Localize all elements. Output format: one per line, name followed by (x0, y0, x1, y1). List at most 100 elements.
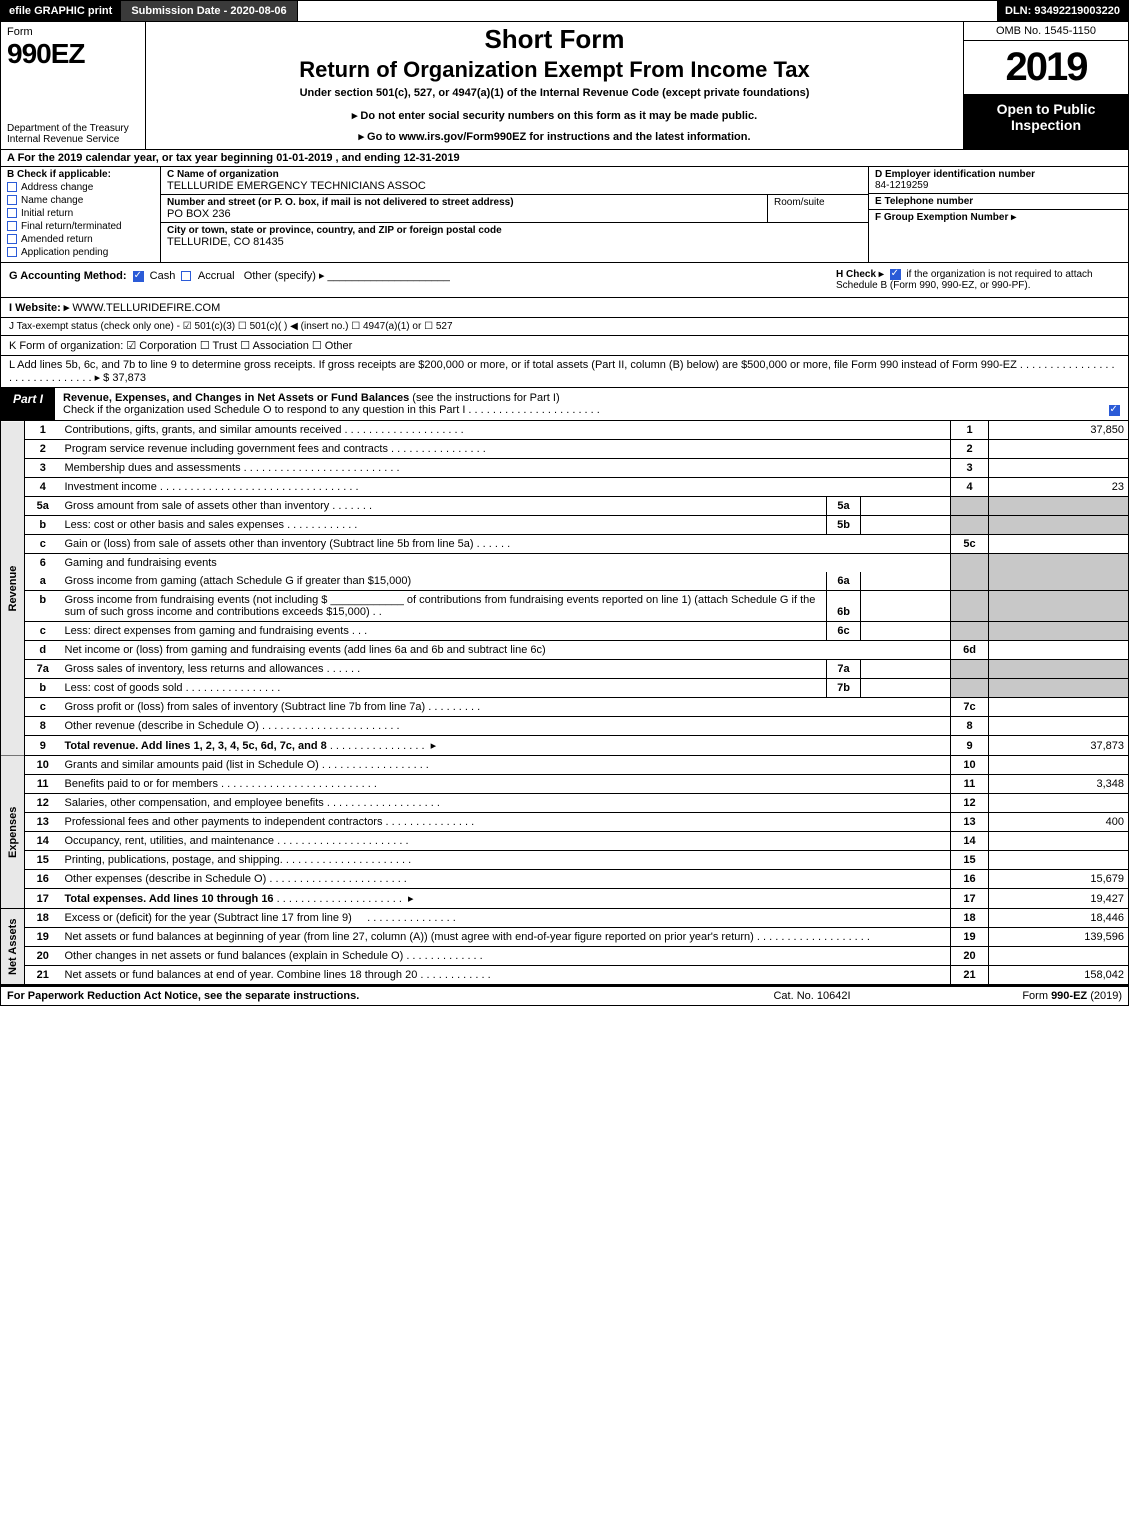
h-label: H Check ▸ (836, 269, 884, 280)
line-21: 21 Net assets or fund balances at end of… (1, 966, 1129, 985)
line-8: 8 Other revenue (describe in Schedule O)… (1, 717, 1129, 736)
line-5b: b Less: cost or other basis and sales ex… (1, 516, 1129, 535)
checkbox-icon (7, 195, 17, 205)
chk-name-change[interactable]: Name change (7, 195, 154, 206)
checkbox-icon[interactable] (181, 271, 191, 281)
checkbox-icon (7, 234, 17, 244)
part-1-checkbox[interactable] (1100, 388, 1128, 420)
footer-form-post: (2019) (1090, 990, 1122, 1002)
line-19: 19 Net assets or fund balances at beginn… (1, 928, 1129, 947)
revenue-side-label: Revenue (1, 421, 25, 756)
ein-value: 84-1219259 (875, 180, 1122, 191)
chk-amended-return[interactable]: Amended return (7, 234, 154, 245)
dln-value: 93492219003220 (1034, 5, 1120, 17)
part-1-subtitle: Check if the organization used Schedule … (63, 404, 1092, 416)
line-1: Revenue 1 Contributions, gifts, grants, … (1, 421, 1129, 440)
line-7c: c Gross profit or (loss) from sales of i… (1, 698, 1129, 717)
dept-irs: Internal Revenue Service (7, 134, 139, 145)
line-6d: d Net income or (loss) from gaming and f… (1, 641, 1129, 660)
print-label[interactable]: print (88, 5, 112, 17)
org-name-label: C Name of organization (167, 169, 862, 180)
part-1-title: Revenue, Expenses, and Changes in Net As… (55, 388, 1100, 420)
row-k-form-of-org: K Form of organization: ☑ Corporation ☐ … (0, 336, 1129, 356)
line-9: 9 Total revenue. Add lines 1, 2, 3, 4, 5… (1, 736, 1129, 756)
part-1-tab: Part I (1, 388, 55, 420)
goto-pre: ▸ Go to (358, 131, 398, 143)
line-6a: a Gross income from gaming (attach Sched… (1, 572, 1129, 591)
line-17: 17 Total expenses. Add lines 10 through … (1, 889, 1129, 909)
website-link[interactable]: WWW.TELLURIDEFIRE.COM (72, 302, 220, 314)
short-form-title: Short Form (152, 24, 957, 55)
page-footer: For Paperwork Reduction Act Notice, see … (0, 985, 1129, 1006)
accounting-method: G Accounting Method: Cash Accrual Other … (1, 263, 828, 297)
org-name-value: TELLLURIDE EMERGENCY TECHNICIANS ASSOC (167, 180, 862, 192)
row-l-amount: 37,873 (112, 372, 146, 384)
line-4: 4 Investment income . . . . . . . . . . … (1, 478, 1129, 497)
line-14: 14 Occupancy, rent, utilities, and maint… (1, 832, 1129, 851)
line-6c: c Less: direct expenses from gaming and … (1, 622, 1129, 641)
row-l-text: L Add lines 5b, 6c, and 7b to line 9 to … (9, 359, 1115, 384)
g-label: G Accounting Method: (9, 270, 127, 282)
do-not-enter-text: ▸ Do not enter social security numbers o… (152, 109, 957, 122)
line-3: 3 Membership dues and assessments . . . … (1, 459, 1129, 478)
return-title: Return of Organization Exempt From Incom… (152, 57, 957, 83)
line-16: 16 Other expenses (describe in Schedule … (1, 870, 1129, 889)
street-label: Number and street (or P. O. box, if mail… (167, 197, 761, 208)
paperwork-notice: For Paperwork Reduction Act Notice, see … (7, 990, 702, 1002)
chk-initial-return[interactable]: Initial return (7, 208, 154, 219)
col-b-header: B Check if applicable: (7, 169, 154, 180)
checkbox-checked-icon[interactable] (133, 271, 144, 282)
checkbox-icon (7, 182, 17, 192)
city-value: TELLURIDE, CO 81435 (167, 236, 862, 248)
checkbox-icon (7, 221, 17, 231)
chk-final-return[interactable]: Final return/terminated (7, 221, 154, 232)
efile-label: efile GRAPHIC (9, 5, 85, 17)
line-15: 15 Printing, publications, postage, and … (1, 851, 1129, 870)
top-bar: efile GRAPHIC print Submission Date - 20… (0, 0, 1129, 22)
city-label: City or town, state or province, country… (167, 225, 862, 236)
checkbox-checked-icon[interactable] (890, 269, 901, 280)
goto-text: ▸ Go to www.irs.gov/Form990EZ for instru… (152, 130, 957, 143)
checkbox-checked-icon (1109, 405, 1120, 416)
submission-date-button[interactable]: Submission Date - 2020-08-06 (121, 1, 297, 21)
part-1-title-suffix: (see the instructions for Part I) (412, 392, 559, 404)
entity-block: B Check if applicable: Address change Na… (0, 167, 1129, 263)
group-exemption-label: F Group Exemption Number ▸ (875, 212, 1122, 223)
col-b-checkboxes: B Check if applicable: Address change Na… (1, 167, 161, 262)
part-1-header: Part I Revenue, Expenses, and Changes in… (0, 388, 1129, 421)
form-number: 990EZ (7, 38, 139, 70)
h-schedule-b: H Check ▸ if the organization is not req… (828, 263, 1128, 297)
org-name-cell: C Name of organization TELLLURIDE EMERGE… (161, 167, 868, 195)
line-7b: b Less: cost of goods sold . . . . . . .… (1, 679, 1129, 698)
header-left: Form 990EZ Department of the Treasury In… (1, 22, 146, 149)
footer-form-number: 990-EZ (1051, 990, 1087, 1002)
line-7a: 7a Gross sales of inventory, less return… (1, 660, 1129, 679)
chk-address-change[interactable]: Address change (7, 182, 154, 193)
ein-cell: D Employer identification number 84-1219… (869, 167, 1128, 194)
chk-application-pending[interactable]: Application pending (7, 247, 154, 258)
submission-date-label: Submission Date - (131, 5, 230, 17)
line-13: 13 Professional fees and other payments … (1, 813, 1129, 832)
line-11: 11 Benefits paid to or for members . . .… (1, 775, 1129, 794)
form-word: Form (7, 26, 139, 38)
ein-label: D Employer identification number (875, 169, 1122, 180)
col-c-name-address: C Name of organization TELLLURIDE EMERGE… (161, 167, 868, 262)
open-to-public: Open to Public Inspection (964, 95, 1128, 149)
street-value: PO BOX 236 (167, 208, 761, 220)
line-5a: 5a Gross amount from sale of assets othe… (1, 497, 1129, 516)
col-def: D Employer identification number 84-1219… (868, 167, 1128, 262)
room-suite-label: Room/suite (774, 197, 825, 208)
form-header: Form 990EZ Department of the Treasury In… (0, 22, 1129, 150)
line-12: 12 Salaries, other compensation, and emp… (1, 794, 1129, 813)
g-other: Other (specify) ▸ (244, 270, 325, 282)
under-section-text: Under section 501(c), 527, or 4947(a)(1)… (152, 87, 957, 99)
form-revision: Form 990-EZ (2019) (922, 990, 1122, 1002)
footer-form-pre: Form (1022, 990, 1051, 1002)
efile-graphic-button[interactable]: efile GRAPHIC print (1, 1, 121, 21)
submission-date-value: 2020-08-06 (230, 5, 286, 17)
website-label: I Website: ▸ (9, 302, 69, 314)
street-row: Number and street (or P. O. box, if mail… (161, 195, 868, 223)
net-assets-side-label: Net Assets (1, 909, 25, 985)
line-5c: c Gain or (loss) from sale of assets oth… (1, 535, 1129, 554)
goto-link[interactable]: www.irs.gov/Form990EZ (399, 131, 526, 143)
